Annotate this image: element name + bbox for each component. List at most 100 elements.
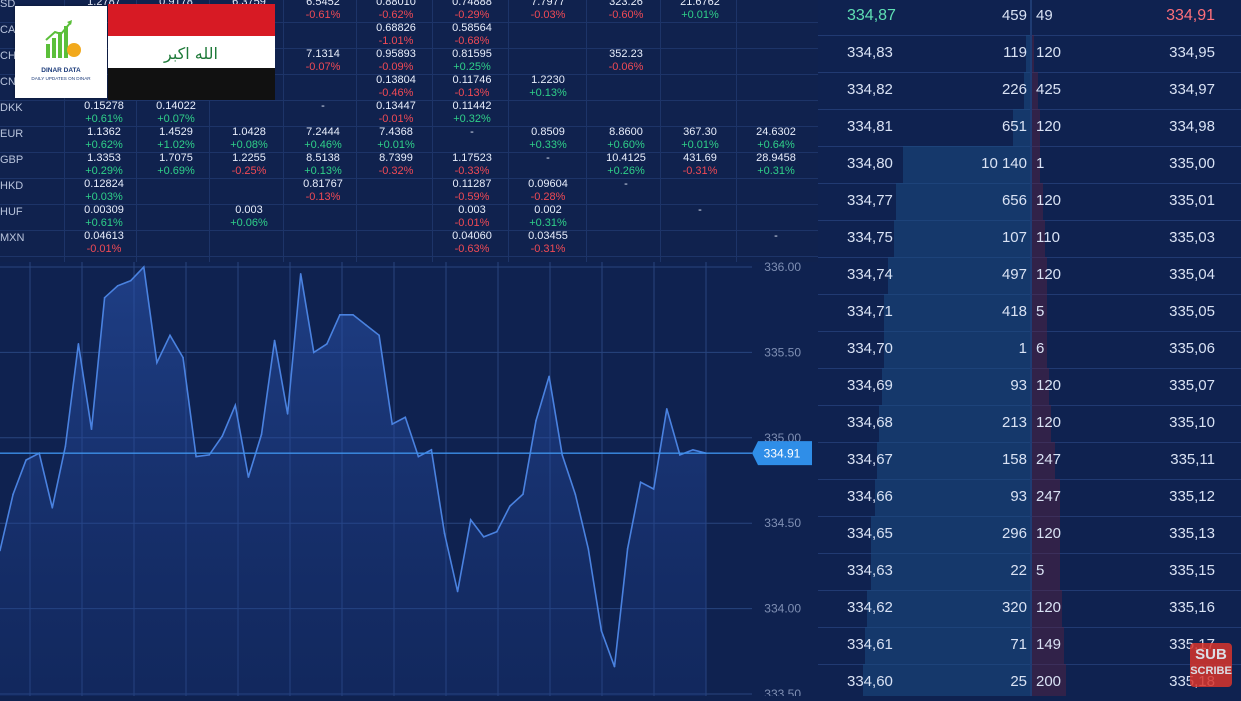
ask-depth-bar [1032, 146, 1040, 183]
matrix-row: DKK 0.15278 +0.61% 0.14022 +0.07% -0.13447 -0.… [0, 100, 818, 127]
matrix-cell-value: 1.2787 [87, 0, 121, 8]
ask-quantity: 247 [1036, 451, 1062, 468]
price-point [90, 428, 93, 431]
ask-quantity: 1 [1036, 155, 1045, 172]
price-point [339, 314, 341, 316]
bid-depth-bar [865, 627, 1030, 664]
order-book-row[interactable]: 334,80 10 140 1 335,00 [818, 146, 1241, 184]
matrix-col-divider [356, 0, 357, 262]
matrix-row-label: DKK [0, 102, 23, 114]
price-chart[interactable]: 336.00 335.50 335.00 334.50 334.00 333.50 334… [0, 260, 818, 701]
bid-price: 334,61 [847, 636, 893, 653]
price-point [509, 505, 511, 507]
order-book-row[interactable]: 334,81 651 120 334,98 [818, 109, 1241, 147]
order-book-row[interactable]: 334,70 1 6 335,06 [818, 331, 1241, 369]
bid-price: 334,66 [847, 488, 893, 505]
ask-quantity: 5 [1036, 562, 1045, 579]
ask-depth-bar [1032, 257, 1047, 294]
matrix-cell-change: +0.31% [757, 165, 795, 177]
price-point [613, 665, 616, 668]
matrix-cell-value: 7.1314 [306, 48, 340, 60]
price-point [469, 518, 472, 521]
matrix-cell-value: 0.00309 [84, 204, 124, 216]
order-book-row[interactable]: 334,66 93 247 335,12 [818, 479, 1241, 517]
matrix-cell [512, 48, 584, 74]
matrix-row-label: GBP [0, 154, 24, 166]
order-book-row[interactable]: 334,65 296 120 335,13 [818, 516, 1241, 554]
order-book-row[interactable]: 334,71 418 5 335,05 [818, 294, 1241, 332]
price-point [51, 507, 54, 509]
matrix-cell-value: 1.2230 [531, 74, 565, 86]
matrix-cell [287, 22, 359, 48]
matrix-cell [740, 0, 812, 22]
matrix-cell: 0.14022 +0.07% [140, 100, 212, 126]
matrix-cell-value: 0.81767 [303, 178, 343, 190]
price-point [430, 448, 433, 451]
order-book-row[interactable]: 334,74 497 120 335,04 [818, 257, 1241, 295]
subscribe-badge[interactable]: SUB SCRIBE [1190, 643, 1232, 687]
matrix-cell-change: +0.69% [157, 165, 195, 177]
matrix-cell-value: 0.13447 [376, 100, 416, 112]
ask-quantity: 425 [1036, 81, 1062, 98]
matrix-cell: - [287, 100, 359, 126]
matrix-cell: 0.68826 -1.01% [360, 22, 432, 48]
matrix-cell-value: 0.003 [458, 204, 486, 216]
bid-price: 334,70 [847, 340, 893, 357]
matrix-cell-value: 0.11746 [452, 74, 492, 86]
matrix-cell: - [664, 204, 736, 230]
bid-depth-bar [875, 479, 1030, 516]
matrix-cell: 0.12824 +0.03% [68, 178, 140, 204]
matrix-cell-change: -0.68% [454, 35, 490, 47]
bid-quantity: 226 [1001, 81, 1027, 98]
bid-quantity: 459 [1001, 7, 1027, 24]
price-point [299, 273, 302, 275]
order-book-row[interactable]: 334,69 93 120 335,07 [818, 368, 1241, 406]
matrix-cell-value: - [698, 204, 702, 216]
ask-depth-bar [1032, 553, 1060, 590]
bid-depth-bar [884, 331, 1030, 368]
price-point [417, 455, 420, 458]
matrix-cell [512, 22, 584, 48]
matrix-cell-change: -0.46% [378, 87, 414, 99]
price-point [312, 351, 315, 354]
order-book-row[interactable]: 334,77 656 120 335,01 [818, 183, 1241, 221]
order-book-row[interactable]: 334,82 226 425 334,97 [818, 72, 1241, 110]
y-tick-label: 336.00 [764, 262, 801, 274]
matrix-cell: 0.03455 -0.31% [512, 230, 584, 256]
order-book-row[interactable]: 334,67 158 247 335,11 [818, 442, 1241, 480]
matrix-cell-change: +0.06% [230, 217, 268, 229]
matrix-cell-value: 0.81595 [452, 48, 492, 60]
price-point [574, 493, 577, 495]
bid-price: 334,62 [847, 599, 893, 616]
ask-quantity: 120 [1036, 44, 1062, 61]
price-point [548, 375, 550, 378]
order-book-row[interactable]: 334,87 459 49 334,91 [818, 0, 1241, 36]
ask-depth-bar [1032, 664, 1066, 696]
matrix-cell-value: 7.2444 [306, 126, 340, 138]
order-book-row[interactable]: 334,6171149335,17 [818, 627, 1241, 665]
matrix-row-label: SD [0, 0, 16, 10]
order-book-row[interactable]: 334,6025200335,18 [818, 664, 1241, 696]
price-point [456, 590, 459, 593]
order-book-row[interactable]: 334,62 320 120 335,16 [818, 590, 1241, 628]
bid-price: 334,87 [847, 7, 896, 24]
matrix-cell-value: 1.4529 [159, 126, 193, 138]
ask-price: 334,91 [1166, 7, 1215, 24]
matrix-row-label: EUR [0, 128, 24, 140]
ask-depth-bar [1032, 405, 1051, 442]
matrix-cell: 0.15278 +0.61% [68, 100, 140, 126]
bid-depth-bar [867, 590, 1030, 627]
ask-price: 335,16 [1169, 599, 1215, 616]
order-book-row[interactable]: 334,68 213 120 335,10 [818, 405, 1241, 443]
price-point [352, 314, 354, 316]
y-tick-label: 335.50 [764, 345, 801, 359]
matrix-cell: 0.04060 -0.63% [436, 230, 508, 256]
order-book-row[interactable]: 334,63 22 5 335,15 [818, 553, 1241, 591]
ask-quantity: 200 [1036, 673, 1062, 690]
matrix-cell: 0.81595 +0.25% [436, 48, 508, 74]
order-book-row[interactable]: 334,75 107 110 335,03 [818, 220, 1241, 258]
matrix-cell-value: 0.14022 [156, 100, 196, 112]
order-book-row[interactable]: 334,83 119 120 334,95 [818, 35, 1241, 73]
ask-quantity: 6 [1036, 340, 1045, 357]
